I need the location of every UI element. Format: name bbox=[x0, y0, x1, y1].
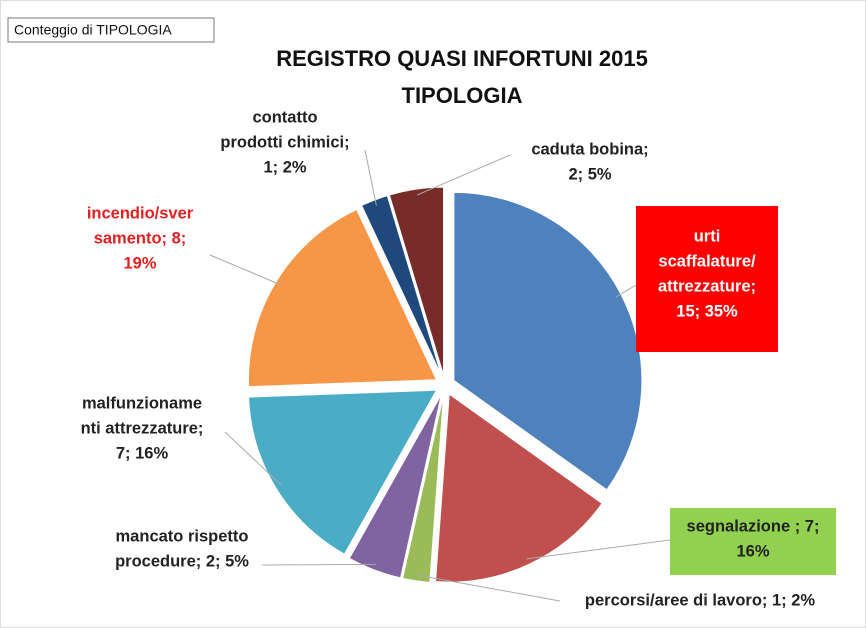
data-label: scaffalature/ bbox=[658, 252, 756, 270]
pie-slice bbox=[402, 394, 445, 583]
field-button bbox=[7, 17, 215, 43]
data-label: contatto bbox=[252, 108, 317, 126]
data-label: 19% bbox=[123, 254, 156, 272]
label-box bbox=[636, 206, 778, 352]
pie-slice bbox=[360, 195, 442, 376]
data-label: 7; 16% bbox=[116, 444, 169, 462]
data-label: caduta bobina; bbox=[531, 140, 648, 158]
leader-line bbox=[224, 431, 282, 486]
pie-slice bbox=[434, 393, 603, 583]
data-label: segnalazione ; 7; bbox=[687, 517, 820, 535]
leader-line bbox=[416, 574, 561, 602]
data-label: 15; 35% bbox=[676, 302, 738, 320]
leader-line bbox=[416, 154, 511, 196]
leader-line bbox=[364, 149, 377, 206]
pie-slice bbox=[248, 389, 438, 555]
leader-line bbox=[615, 284, 637, 298]
data-label: malfunzioname bbox=[82, 394, 202, 412]
chart-subtitle: TIPOLOGIA bbox=[402, 83, 523, 108]
chart-title: REGISTRO QUASI INFORTUNI 2015 bbox=[276, 46, 648, 71]
pie-slice bbox=[348, 394, 442, 579]
leader-line bbox=[209, 254, 282, 286]
data-label: attrezzature; bbox=[658, 277, 756, 295]
label-box bbox=[670, 508, 836, 575]
data-label: mancato rispetto bbox=[116, 527, 249, 545]
field-button-label: Conteggio di TIPOLOGIA bbox=[14, 22, 172, 38]
leader-line bbox=[261, 563, 377, 566]
data-label: 1; 2% bbox=[263, 158, 306, 176]
data-label: urti bbox=[694, 227, 721, 245]
data-label: prodotti chimici; bbox=[220, 133, 349, 151]
data-label: 2; 5% bbox=[568, 165, 611, 183]
leader-line bbox=[526, 539, 671, 560]
data-label: procedure; 2; 5% bbox=[115, 552, 249, 570]
data-label: nti attrezzature; bbox=[81, 419, 204, 437]
pie-slice bbox=[388, 186, 445, 376]
data-label: 16% bbox=[736, 542, 769, 560]
data-label: incendio/sver bbox=[87, 204, 194, 222]
data-label: samento; 8; bbox=[94, 229, 187, 247]
data-label: percorsi/aree di lavoro; 1; 2% bbox=[585, 591, 816, 609]
pie-slice bbox=[248, 208, 438, 388]
